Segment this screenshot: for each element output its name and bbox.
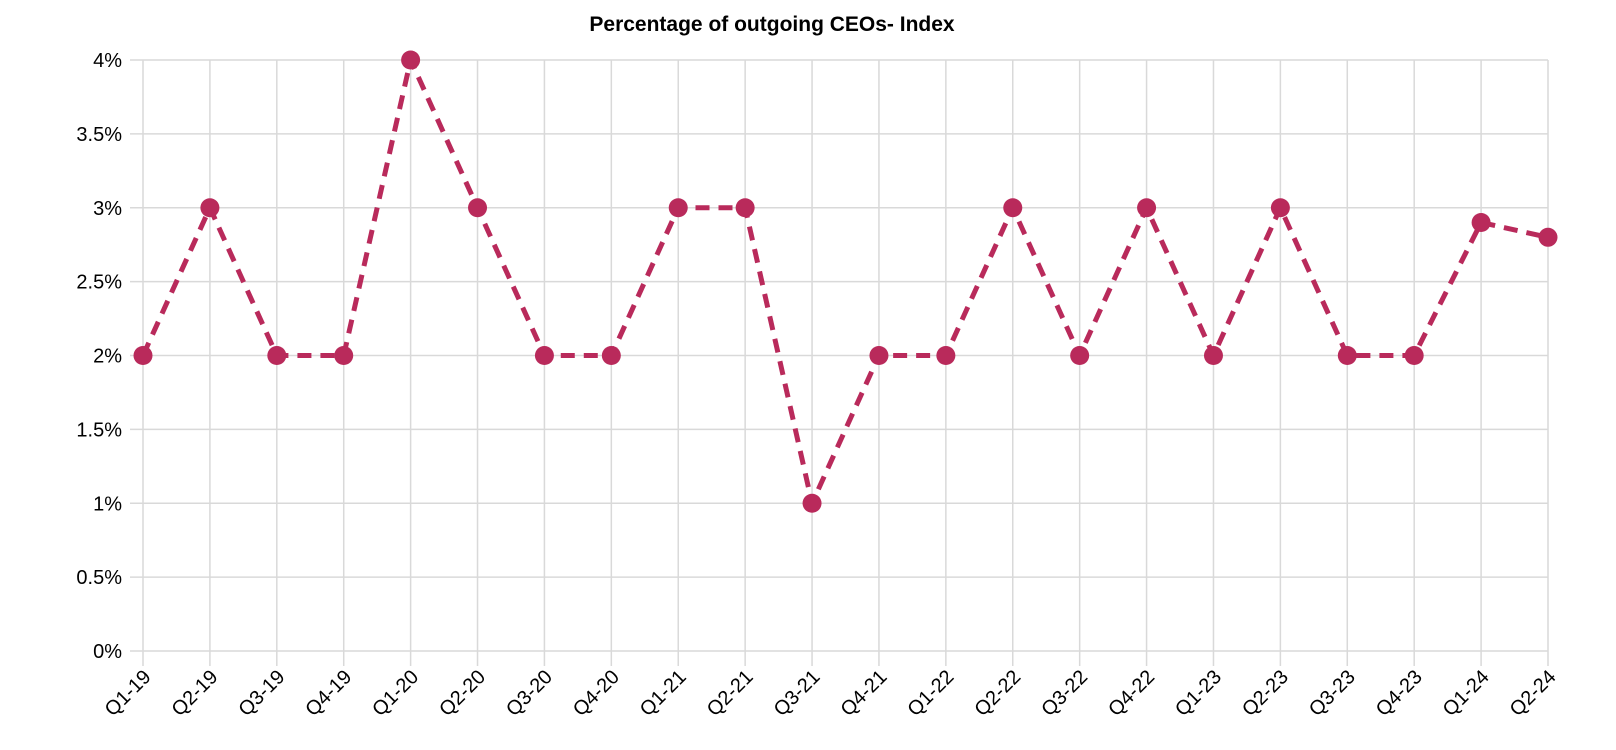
y-tick-label: 1% xyxy=(93,493,122,515)
x-tick-label: Q4-21 xyxy=(837,666,892,721)
x-axis-tick-labels: Q1-19 Q2-19 Q3-19 Q4-19 Q1-20 Q2-20 Q3-20 Q4-20… xyxy=(101,666,1561,721)
x-tick-label: Q1-20 xyxy=(368,666,423,721)
x-tick-label: Q2-21 xyxy=(703,666,758,721)
y-tick-label: 0% xyxy=(93,641,122,663)
data-point-marker xyxy=(200,198,220,218)
data-point-marker xyxy=(534,346,554,365)
y-tick-label: 4% xyxy=(93,50,122,72)
data-point-marker xyxy=(468,198,488,218)
y-tick-label: 2.5% xyxy=(76,272,122,294)
x-tick-label: Q2-24 xyxy=(1506,666,1561,721)
y-tick-label: 1.5% xyxy=(76,419,122,441)
x-tick-label: Q3-19 xyxy=(234,666,289,721)
data-point-marker xyxy=(1070,346,1090,365)
data-point-marker xyxy=(735,198,755,218)
y-axis-tick-labels: 0% 0.5% 1% 1.5% 2% 2.5% 3% 3.5% 4% xyxy=(76,50,122,663)
data-point-marker xyxy=(936,346,956,365)
x-tick-label: Q4-22 xyxy=(1104,666,1159,721)
vertical-gridlines xyxy=(142,60,1549,666)
x-tick-label: Q4-20 xyxy=(569,666,624,721)
x-tick-label: Q1-19 xyxy=(101,666,156,721)
y-tick-label: 0.5% xyxy=(76,567,122,589)
x-tick-label: Q1-23 xyxy=(1171,666,1226,721)
x-tick-label: Q2-22 xyxy=(970,666,1025,721)
y-tick-label: 2% xyxy=(93,346,122,368)
data-point-marker xyxy=(401,50,421,70)
x-tick-label: Q1-21 xyxy=(636,666,691,721)
x-tick-label: Q2-19 xyxy=(168,666,223,721)
chart-title: Percentage of outgoing CEOs- Index xyxy=(589,13,955,36)
horizontal-gridlines xyxy=(130,59,1548,652)
data-point-marker xyxy=(1003,198,1023,218)
data-point-marker xyxy=(267,346,287,365)
data-point-marker xyxy=(1270,198,1290,218)
data-point-marker xyxy=(1203,346,1223,365)
x-tick-label: Q3-21 xyxy=(770,666,825,721)
y-tick-label: 3% xyxy=(93,198,122,220)
data-point-marker xyxy=(601,346,621,365)
data-point-marker xyxy=(869,346,889,365)
x-tick-label: Q2-20 xyxy=(435,666,490,721)
data-series xyxy=(133,50,1558,513)
x-tick-label: Q4-23 xyxy=(1372,666,1427,721)
x-tick-label: Q1-22 xyxy=(904,666,959,721)
x-tick-label: Q3-23 xyxy=(1305,666,1360,721)
data-point-marker xyxy=(668,198,688,218)
x-tick-label: Q4-19 xyxy=(301,666,356,721)
data-point-marker xyxy=(1471,213,1491,233)
data-point-marker xyxy=(1538,227,1558,247)
data-point-marker xyxy=(802,493,822,513)
series-line xyxy=(140,57,1549,506)
x-tick-label: Q3-20 xyxy=(502,666,557,721)
x-tick-label: Q1-24 xyxy=(1439,666,1494,721)
y-tick-label: 3.5% xyxy=(76,124,122,146)
x-tick-label: Q2-23 xyxy=(1238,666,1293,721)
data-point-marker xyxy=(1404,346,1424,365)
data-point-marker xyxy=(1337,346,1357,365)
data-point-marker xyxy=(334,346,354,365)
x-tick-label: Q3-22 xyxy=(1037,666,1092,721)
data-point-marker xyxy=(133,346,153,365)
data-point-marker xyxy=(1137,198,1157,218)
